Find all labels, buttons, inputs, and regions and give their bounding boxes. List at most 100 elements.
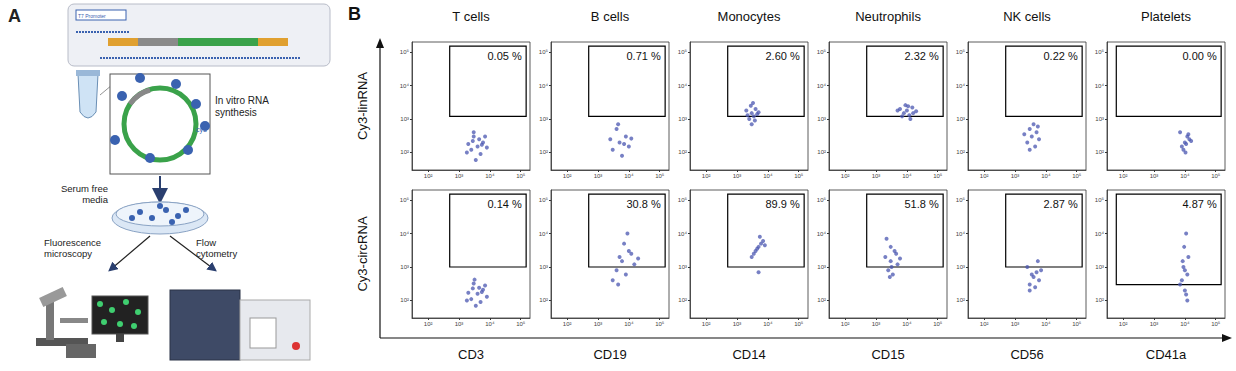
svg-text:51.8 %: 51.8 % — [904, 198, 938, 210]
svg-text:4.87 %: 4.87 % — [1182, 198, 1216, 210]
svg-text:T7 Promoter: T7 Promoter — [78, 13, 106, 19]
svg-text:10⁵: 10⁵ — [655, 321, 665, 327]
svg-text:NK cells: NK cells — [1003, 9, 1051, 24]
svg-text:10⁴: 10⁴ — [624, 321, 634, 327]
svg-text:10⁵: 10⁵ — [516, 173, 526, 179]
svg-text:10³: 10³ — [817, 116, 826, 122]
svg-text:10³: 10³ — [872, 321, 881, 327]
svg-text:B cells: B cells — [591, 9, 630, 24]
svg-text:10⁵: 10⁵ — [539, 197, 549, 203]
svg-text:2.60 %: 2.60 % — [765, 50, 799, 62]
svg-text:10³: 10³ — [872, 173, 881, 179]
svg-text:0.14 %: 0.14 % — [487, 198, 521, 210]
svg-text:89.9 %: 89.9 % — [765, 198, 799, 210]
svg-text:CD3: CD3 — [458, 347, 484, 362]
svg-text:10⁵: 10⁵ — [1211, 173, 1221, 179]
svg-text:30.8 %: 30.8 % — [626, 198, 660, 210]
svg-text:10⁵: 10⁵ — [817, 49, 827, 55]
svg-text:10⁴: 10⁴ — [956, 83, 966, 89]
svg-text:10⁵: 10⁵ — [400, 49, 410, 55]
svg-text:10²: 10² — [841, 173, 850, 179]
svg-text:10⁴: 10⁴ — [539, 83, 549, 89]
svg-text:10³: 10³ — [1095, 264, 1104, 270]
svg-text:10²: 10² — [400, 297, 409, 303]
svg-text:2.87 %: 2.87 % — [1043, 198, 1077, 210]
svg-text:10⁵: 10⁵ — [1095, 197, 1105, 203]
svg-text:Fluorescencemicroscopy: Fluorescencemicroscopy — [44, 237, 101, 259]
svg-text:10²: 10² — [563, 173, 572, 179]
svg-text:0.00 %: 0.00 % — [1182, 50, 1216, 62]
svg-text:10⁴: 10⁴ — [902, 173, 912, 179]
svg-text:cy3: cy3 — [196, 126, 207, 134]
svg-text:10⁵: 10⁵ — [539, 49, 549, 55]
svg-text:10³: 10³ — [594, 321, 603, 327]
svg-text:10⁴: 10⁴ — [539, 231, 549, 237]
svg-text:Cy3-linRNA: Cy3-linRNA — [355, 72, 370, 140]
svg-text:T cells: T cells — [452, 9, 490, 24]
svg-text:10²: 10² — [678, 149, 687, 155]
svg-text:10⁴: 10⁴ — [1041, 173, 1051, 179]
svg-text:10³: 10³ — [817, 264, 826, 270]
svg-text:0.71 %: 0.71 % — [626, 50, 660, 62]
svg-text:10³: 10³ — [733, 321, 742, 327]
svg-text:10⁵: 10⁵ — [1211, 321, 1221, 327]
svg-text:10⁴: 10⁴ — [817, 231, 827, 237]
svg-text:10⁵: 10⁵ — [794, 173, 804, 179]
svg-text:10²: 10² — [956, 149, 965, 155]
svg-text:0.05 %: 0.05 % — [487, 50, 521, 62]
svg-text:Flowcytometry: Flowcytometry — [196, 237, 237, 259]
svg-text:10³: 10³ — [594, 173, 603, 179]
svg-text:10⁴: 10⁴ — [1180, 173, 1190, 179]
svg-text:10⁴: 10⁴ — [678, 231, 688, 237]
svg-text:10³: 10³ — [678, 264, 687, 270]
svg-text:10²: 10² — [424, 173, 433, 179]
svg-text:10²: 10² — [956, 297, 965, 303]
svg-text:10⁴: 10⁴ — [400, 231, 410, 237]
svg-text:10²: 10² — [980, 173, 989, 179]
svg-text:10⁵: 10⁵ — [1072, 321, 1082, 327]
svg-text:Neutrophils: Neutrophils — [855, 9, 921, 24]
svg-text:10²: 10² — [841, 321, 850, 327]
svg-text:10⁵: 10⁵ — [956, 49, 966, 55]
svg-text:10³: 10³ — [400, 116, 409, 122]
svg-text:10³: 10³ — [400, 264, 409, 270]
svg-text:10³: 10³ — [1150, 321, 1159, 327]
svg-text:2.32 %: 2.32 % — [904, 50, 938, 62]
svg-text:10⁵: 10⁵ — [817, 197, 827, 203]
svg-text:10²: 10² — [539, 297, 548, 303]
svg-text:10²: 10² — [1119, 321, 1128, 327]
svg-text:10⁵: 10⁵ — [1095, 49, 1105, 55]
svg-text:Platelets: Platelets — [1141, 9, 1191, 24]
svg-text:10⁴: 10⁴ — [763, 173, 773, 179]
svg-text:10⁴: 10⁴ — [817, 83, 827, 89]
svg-text:10²: 10² — [980, 321, 989, 327]
svg-text:10²: 10² — [563, 321, 572, 327]
svg-text:CD15: CD15 — [871, 347, 904, 362]
svg-text:10²: 10² — [539, 149, 548, 155]
svg-text:10³: 10³ — [539, 116, 548, 122]
svg-text:10³: 10³ — [956, 116, 965, 122]
svg-text:10³: 10³ — [1011, 321, 1020, 327]
svg-text:10⁴: 10⁴ — [1180, 321, 1190, 327]
svg-text:10²: 10² — [1119, 173, 1128, 179]
svg-text:10²: 10² — [1095, 297, 1104, 303]
svg-text:10²: 10² — [702, 321, 711, 327]
svg-text:10⁴: 10⁴ — [400, 83, 410, 89]
svg-text:10⁴: 10⁴ — [1095, 231, 1105, 237]
svg-text:10³: 10³ — [678, 116, 687, 122]
svg-text:10⁵: 10⁵ — [956, 197, 966, 203]
svg-text:CD14: CD14 — [732, 347, 765, 362]
svg-text:10⁵: 10⁵ — [678, 197, 688, 203]
svg-text:10⁵: 10⁵ — [678, 49, 688, 55]
svg-text:10⁵: 10⁵ — [933, 173, 943, 179]
svg-text:10⁴: 10⁴ — [1095, 83, 1105, 89]
svg-text:10⁴: 10⁴ — [624, 173, 634, 179]
svg-text:10²: 10² — [400, 149, 409, 155]
svg-text:10²: 10² — [1095, 149, 1104, 155]
svg-text:10⁵: 10⁵ — [1072, 173, 1082, 179]
svg-text:10⁴: 10⁴ — [485, 173, 495, 179]
svg-text:10⁴: 10⁴ — [1041, 321, 1051, 327]
svg-text:10³: 10³ — [956, 264, 965, 270]
svg-text:CD56: CD56 — [1010, 347, 1043, 362]
svg-text:10⁴: 10⁴ — [678, 83, 688, 89]
